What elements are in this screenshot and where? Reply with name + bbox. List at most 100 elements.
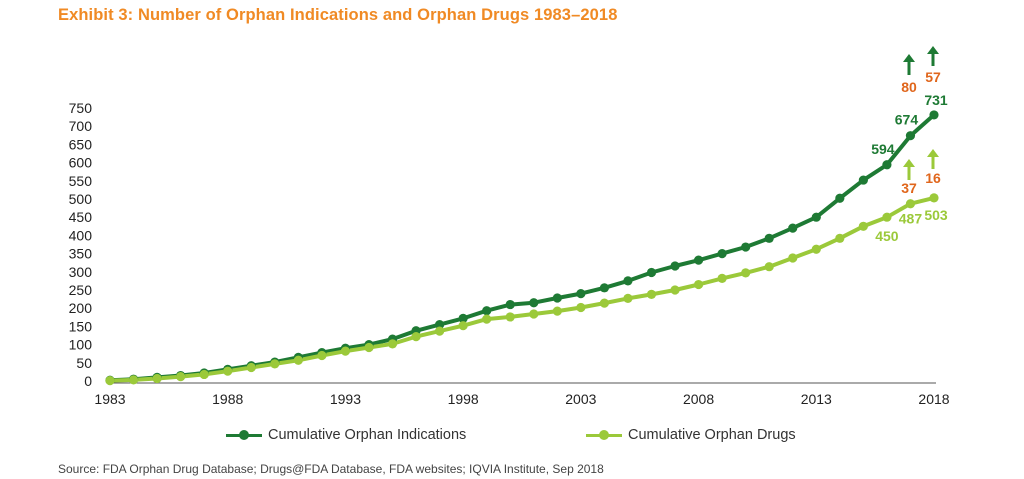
data-point [811, 244, 821, 254]
data-point [529, 298, 539, 308]
data-point [246, 362, 256, 373]
data-point [693, 279, 704, 290]
legend-label-drugs: Cumulative Orphan Drugs [628, 427, 796, 443]
data-label: 487 [899, 211, 923, 227]
data-point [576, 302, 586, 313]
data-point [270, 359, 280, 369]
data-point [670, 261, 680, 271]
data-point [364, 342, 374, 353]
y-tick-label: 50 [76, 355, 92, 371]
data-label: 674 [895, 112, 919, 128]
data-point [882, 212, 892, 222]
data-point [905, 131, 916, 141]
data-point [835, 193, 845, 203]
y-tick-label: 600 [69, 155, 93, 171]
x-tick-label: 2013 [801, 391, 832, 407]
data-point [811, 212, 821, 222]
legend-item-drugs: Cumulative Orphan Drugs [586, 427, 796, 443]
data-point [223, 366, 233, 376]
data-point [599, 283, 610, 293]
chart-marks [105, 110, 939, 386]
y-tick-label: 550 [69, 173, 93, 189]
data-point [152, 373, 162, 384]
data-point [905, 199, 916, 209]
series-line-0 [108, 112, 936, 383]
data-label: 503 [924, 207, 948, 223]
data-point [529, 309, 539, 319]
legend-item-indications: Cumulative Orphan Indications [226, 427, 466, 443]
data-label: 450 [875, 228, 899, 244]
data-point [788, 253, 798, 263]
up-arrow-head-icon [903, 54, 915, 62]
chart-lines [108, 112, 936, 383]
data-point [576, 289, 586, 299]
y-tick-label: 300 [69, 264, 93, 280]
data-point [646, 267, 657, 278]
data-point [741, 268, 751, 278]
data-point [623, 276, 633, 286]
x-tick-label: 1998 [448, 391, 479, 407]
y-tick-label: 650 [69, 136, 93, 152]
data-point [505, 312, 515, 322]
y-tick-label: 200 [69, 300, 93, 316]
legend-swatch-drugs [586, 430, 622, 440]
data-point [693, 255, 704, 265]
data-point [105, 376, 115, 386]
data-point [882, 160, 892, 170]
data-point [176, 372, 186, 382]
x-tick-label: 1988 [212, 391, 243, 407]
data-point [858, 221, 868, 231]
data-point [458, 321, 468, 331]
increment-label: 37 [901, 180, 917, 196]
data-point [764, 233, 774, 243]
data-point [387, 339, 398, 349]
data-point [435, 319, 445, 330]
data-point [128, 375, 139, 385]
data-point [929, 110, 939, 120]
data-point [435, 326, 445, 336]
x-tick-label: 2018 [918, 391, 949, 407]
x-tick-label: 1983 [94, 391, 125, 407]
y-tick-label: 250 [69, 282, 93, 298]
data-point [835, 233, 845, 243]
data-point [340, 346, 351, 356]
data-point [764, 262, 774, 272]
data-point [623, 293, 633, 303]
series-line-1 [108, 195, 936, 383]
y-tick-label: 150 [69, 318, 93, 334]
legend-label-indications: Cumulative Orphan Indications [268, 427, 467, 443]
y-tick-label: 750 [69, 100, 93, 116]
legend-swatch-indications [226, 430, 262, 440]
data-point [199, 369, 209, 380]
up-arrow-head-icon [927, 149, 939, 157]
y-tick-label: 350 [69, 246, 93, 262]
data-point [670, 285, 680, 295]
data-point [411, 331, 421, 342]
data-point [293, 355, 303, 365]
up-arrow-head-icon [903, 159, 915, 167]
data-point [741, 242, 751, 252]
data-point [317, 350, 327, 361]
data-label: 594 [871, 141, 895, 157]
source-note: Source: FDA Orphan Drug Database; Drugs@… [58, 462, 604, 476]
increment-label: 57 [925, 69, 941, 85]
x-tick-label: 1993 [330, 391, 361, 407]
data-point [717, 249, 727, 259]
data-point [599, 298, 610, 308]
data-point [646, 289, 657, 299]
data-point [858, 175, 868, 185]
y-tick-label: 100 [69, 337, 93, 353]
data-point [482, 314, 492, 324]
y-tick-label: 500 [69, 191, 93, 207]
y-tick-label: 450 [69, 209, 93, 225]
chart-axes: 0 50 100 150 200 250 300 350 400 450 500 550 600 650 7… [69, 100, 950, 407]
x-tick-label: 2008 [683, 391, 714, 407]
data-label: 731 [924, 92, 948, 108]
up-arrow-head-icon [927, 46, 939, 54]
increment-label: 80 [901, 79, 917, 95]
data-point [552, 293, 562, 303]
data-point [788, 223, 798, 233]
increment-label: 16 [925, 170, 941, 186]
